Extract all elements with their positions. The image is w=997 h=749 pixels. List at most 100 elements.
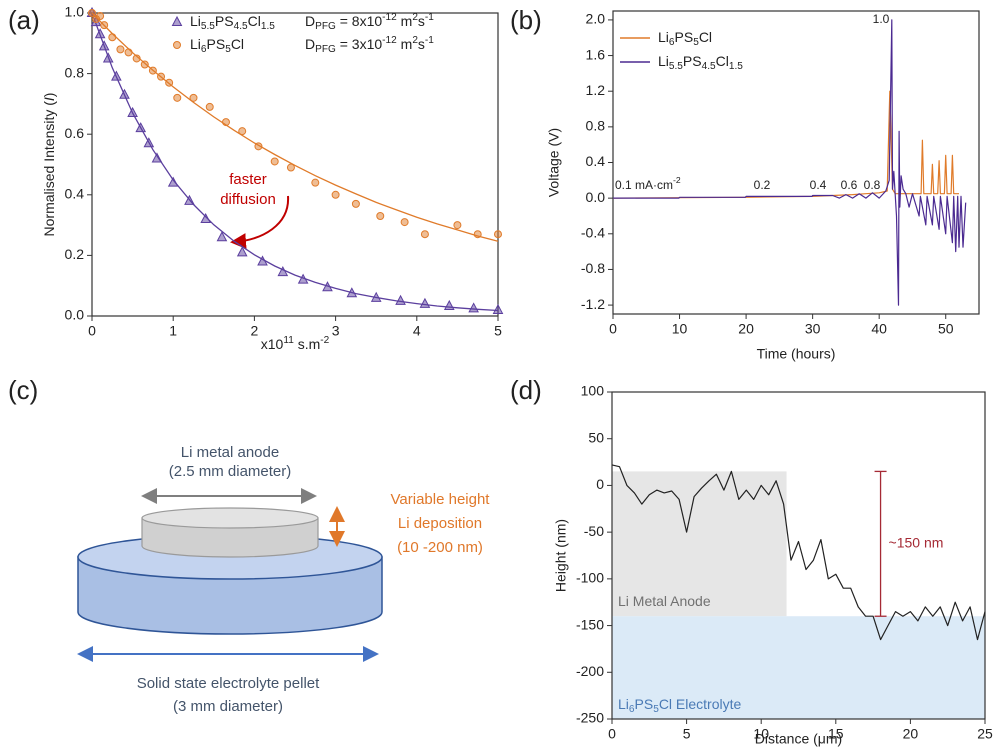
region-label: Li Metal Anode	[618, 593, 711, 609]
y-tick-label: -200	[576, 663, 604, 679]
fit-line	[91, 12, 499, 242]
marker	[102, 52, 114, 63]
y-tick-label: -0.4	[581, 224, 605, 240]
data-line	[613, 19, 967, 306]
y-axis-label: Voltage (V)	[546, 128, 562, 197]
legend-label: Li5.5PS4.5Cl1.5	[658, 53, 743, 72]
text-part: = 3x10	[336, 36, 383, 52]
marker	[184, 194, 195, 205]
y-tick-label: 0	[596, 476, 604, 492]
legend-label: Li5.5PS4.5Cl1.5	[190, 13, 275, 32]
text-part: D	[305, 36, 315, 52]
marker	[322, 281, 333, 292]
marker	[254, 142, 263, 151]
annotation: faster	[229, 171, 267, 188]
legend-note: DPFG = 8x10-12 m2s-1	[305, 12, 434, 32]
text-part: Li	[618, 696, 629, 712]
text-part: 6	[669, 37, 675, 48]
text-part: x10	[261, 336, 284, 352]
text-part: PS	[207, 36, 226, 52]
annotation: 1.0	[873, 12, 890, 26]
text-part: 6	[201, 44, 207, 55]
text-part: Cl Electrolyte	[659, 696, 742, 712]
legend-note: DPFG = 3x10-12 m2s-1	[305, 35, 434, 55]
x-tick-label: 15	[828, 726, 844, 742]
marker	[311, 178, 320, 187]
marker	[443, 299, 455, 311]
anode-size: (2.5 mm diameter)	[169, 463, 292, 480]
text-part: 5.5	[201, 21, 215, 32]
marker	[370, 291, 382, 302]
text-part: Li	[190, 36, 201, 52]
y-tick-label: 1.2	[586, 82, 606, 98]
text-part: 11	[283, 335, 294, 346]
text-part: -2	[320, 335, 329, 346]
y-tick-label: 1.0	[65, 4, 85, 20]
panel-c: (c) Li metal anode (2.5 mm diameter) Var…	[8, 375, 490, 715]
text-part: s.m	[294, 336, 320, 352]
marker	[135, 122, 147, 133]
text-part: 5.5	[669, 61, 683, 72]
y-axis-label: Height (nm)	[553, 519, 569, 592]
x-tick-label: 1	[169, 323, 177, 339]
marker	[297, 273, 309, 284]
marker	[473, 230, 482, 239]
marker	[96, 12, 105, 21]
x-tick-label: 5	[494, 323, 502, 339]
deposition-label: Li deposition	[398, 515, 482, 532]
y-tick-label: -1.2	[581, 296, 605, 312]
x-tick-label: 20	[738, 321, 754, 337]
data-line	[612, 90, 959, 199]
text-part: 5	[653, 704, 659, 715]
marker	[351, 199, 360, 208]
pellet-label: Solid state electrolyte pellet	[137, 675, 320, 692]
marker	[124, 48, 133, 57]
marker	[468, 302, 479, 313]
marker	[100, 21, 109, 30]
marker	[238, 127, 247, 136]
marker	[111, 70, 122, 81]
y-tick-label: -150	[576, 616, 604, 632]
text-part: Li	[658, 29, 669, 45]
marker	[492, 303, 504, 314]
text-part: s	[418, 36, 425, 52]
marker	[167, 176, 179, 187]
marker	[420, 230, 429, 239]
text-part: Li	[658, 53, 669, 69]
text-part: 1.5	[261, 21, 275, 32]
marker	[157, 72, 166, 81]
text-part: Cl	[231, 36, 244, 52]
panel-label: (c)	[8, 375, 38, 405]
text-part: Cl	[248, 13, 261, 29]
text-part: -2	[673, 175, 681, 185]
legend-marker	[171, 15, 183, 26]
x-tick-label: 10	[672, 321, 688, 337]
legend-label: Li6PS5Cl	[658, 29, 712, 48]
marker	[331, 190, 340, 199]
marker	[270, 157, 279, 166]
chart	[608, 10, 980, 319]
marker	[94, 28, 106, 39]
x-tick-label: 20	[903, 726, 919, 742]
text-part: -12	[382, 12, 397, 23]
text-part: PFG	[315, 44, 336, 55]
anode-label: Li metal anode	[181, 444, 279, 461]
y-axis-label: Normalised Intensity (I)	[41, 93, 57, 237]
annotation-arrow	[230, 195, 290, 250]
y-tick-label: 0.4	[586, 153, 606, 169]
y-tick-label: 100	[581, 383, 605, 399]
y-tick-label: 0.0	[586, 189, 606, 205]
text-part: 2	[412, 35, 418, 46]
text-part: )	[41, 93, 57, 98]
marker	[346, 287, 358, 298]
marker	[165, 78, 174, 87]
plot-frame	[611, 391, 986, 720]
text-part: PS	[635, 696, 654, 712]
marker	[277, 265, 289, 277]
x-axis-label: x1011 s.m-2	[261, 335, 330, 352]
annotation: 0.6	[841, 178, 858, 192]
marker	[173, 93, 182, 102]
x-tick-label: 50	[938, 321, 954, 337]
